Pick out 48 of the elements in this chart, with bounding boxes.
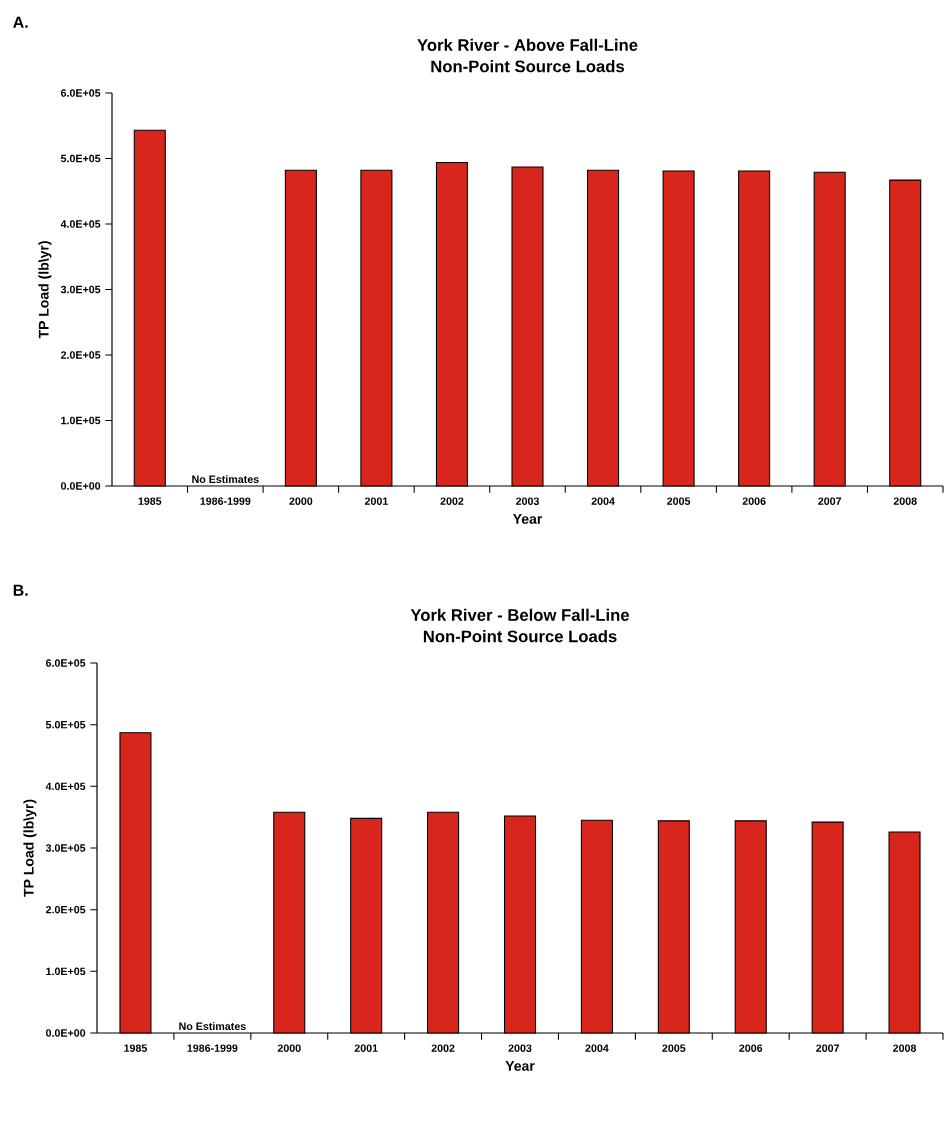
x-axis-title: Year (505, 1061, 535, 1071)
x-tick-label: 1985 (124, 1044, 148, 1052)
x-tick-label: 2005 (667, 497, 691, 505)
y-tick-label: 1.0E+05 (46, 967, 86, 976)
y-tick-label: 4.0E+05 (45, 782, 86, 791)
y-tick-label: 2.0E+05 (45, 905, 86, 914)
x-tick-label: 2007 (818, 497, 842, 505)
y-tick-label: 2.0E+05 (60, 351, 101, 359)
annotation: No Estimates (192, 475, 259, 484)
annotation: No Estimates (179, 1022, 246, 1031)
x-tick-label: 2006 (742, 497, 766, 505)
x-tick-label: 1985 (138, 497, 162, 505)
x-tick-label: 2003 (508, 1044, 532, 1052)
x-tick-label: 2005 (662, 1044, 686, 1052)
y-axis-title: TP Load (lb\yr) (38, 241, 52, 339)
x-tick-label: 2008 (893, 497, 917, 505)
x-axis-title: Year (512, 514, 543, 524)
y-tick-label: 6.0E+05 (60, 89, 101, 97)
chart-subtitle: Non-Point Source Loads (431, 60, 625, 73)
y-tick-label: 5.0E+05 (60, 154, 101, 163)
x-tick-label: 2001 (364, 497, 388, 505)
x-tick-label: 2002 (431, 1044, 455, 1052)
chart-title: York River - Above Fall-Line (417, 38, 638, 51)
x-tick-label: 1986-1999 (200, 497, 251, 505)
text: B. (13, 584, 28, 596)
y-axis-title: TP Load (lb\yr) (23, 799, 37, 897)
x-tick-label: 2001 (354, 1044, 378, 1052)
x-tick-label: 2004 (591, 497, 615, 505)
y-tick-label: 3.0E+05 (45, 844, 86, 852)
x-tick-label: 2002 (440, 497, 464, 505)
x-tick-label: 1986-1999 (187, 1044, 238, 1052)
chart-title: York River - Below Fall-Line (410, 608, 630, 621)
x-tick-label: 2003 (516, 497, 539, 505)
text: A. (13, 16, 28, 28)
y-tick-label: 5.0E+05 (45, 720, 86, 729)
x-tick-label: 2000 (277, 1044, 301, 1052)
x-tick-label: 2004 (585, 1044, 609, 1052)
y-tick-label: 6.0E+05 (45, 659, 86, 667)
x-tick-label: 2008 (893, 1044, 917, 1052)
x-tick-label: 2006 (739, 1044, 763, 1052)
chart-subtitle: Non-Point Source Loads (423, 630, 617, 643)
y-tick-label: 1.0E+05 (61, 416, 101, 425)
y-tick-label: 0.0E+00 (61, 482, 101, 490)
x-tick-label: 2000 (289, 497, 313, 505)
y-tick-label: 0.0E+00 (46, 1029, 86, 1037)
y-tick-label: 3.0E+05 (60, 285, 101, 294)
x-tick-label: 2007 (816, 1044, 840, 1052)
y-tick-label: 4.0E+05 (60, 220, 101, 228)
